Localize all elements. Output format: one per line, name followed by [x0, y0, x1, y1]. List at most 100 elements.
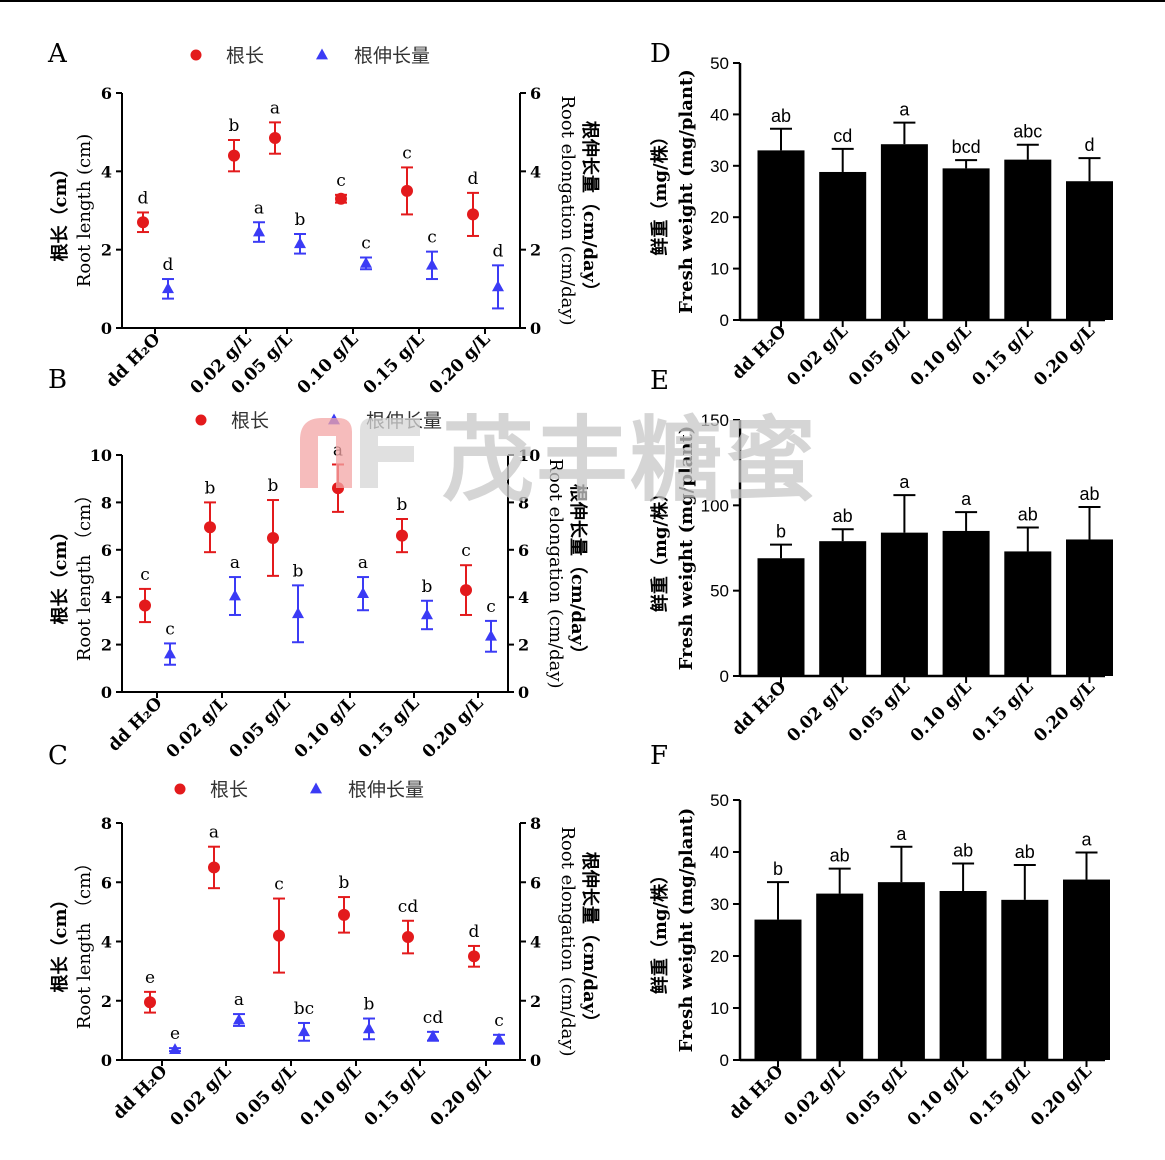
- data-point-root-length: [460, 584, 472, 597]
- category-label-3: 0.10 g/L: [904, 1061, 973, 1130]
- significance-letter: e: [170, 1024, 180, 1044]
- y2-axis-title-cn: 根伸长量（cm/day）: [579, 852, 601, 1031]
- category-label-3: 0.10 g/L: [294, 329, 363, 398]
- data-point-root-length: [137, 216, 149, 229]
- significance-letter: e: [145, 968, 155, 988]
- category-label-2: 0.05 g/L: [842, 1061, 911, 1130]
- significance-letter: a: [899, 472, 910, 492]
- significance-letter: c: [494, 1011, 504, 1031]
- significance-letter: b: [773, 859, 783, 879]
- bar: [880, 144, 928, 320]
- legend-marker-root-length: [190, 49, 202, 61]
- y-tick-label: 50: [710, 582, 729, 601]
- data-point-root-length: [273, 929, 285, 942]
- data-point-root-elongation: [162, 282, 174, 294]
- significance-letter: c: [361, 234, 371, 254]
- right-y-tick-label: 8: [530, 814, 541, 833]
- data-point-root-elongation: [363, 1022, 375, 1034]
- panel-D: D 0 10 20 30 40 50 鲜重（mg/株） Fresh weight (mg/pla…: [649, 39, 1113, 390]
- panel-label-F: F: [650, 741, 668, 771]
- category-label-0: dd H₂O: [728, 321, 790, 383]
- significance-letter: a: [209, 823, 219, 843]
- watermark: 茂丰糖蜜: [300, 410, 816, 512]
- top-border-line: [0, 0, 1165, 2]
- panel-label-E: E: [650, 366, 669, 396]
- bar: [1066, 181, 1113, 320]
- left-y-tick-label: 6: [101, 873, 112, 892]
- category-label-3: 0.10 g/L: [297, 1061, 366, 1130]
- legend-label-root-elongation: 根伸长量: [348, 779, 424, 801]
- data-point-root-length: [267, 531, 279, 544]
- significance-letter: a: [270, 98, 280, 118]
- bar: [942, 530, 990, 676]
- data-point-root-length: [269, 132, 281, 145]
- category-label-1: 0.02 g/L: [783, 321, 852, 390]
- category-label-3: 0.10 g/L: [291, 693, 360, 762]
- y-tick-label: 50: [710, 791, 729, 810]
- bar: [1001, 899, 1049, 1060]
- y-axis-title-en: Fresh weight (mg/plant): [676, 426, 697, 671]
- bar: [1063, 879, 1110, 1060]
- category-label-2: 0.05 g/L: [845, 677, 914, 746]
- data-point-root-length: [467, 208, 479, 221]
- y-tick-label: 40: [710, 843, 729, 862]
- bar: [816, 893, 864, 1060]
- significance-letter: cd: [833, 126, 852, 146]
- significance-letter: a: [230, 553, 240, 573]
- significance-letter: cd: [398, 897, 419, 917]
- left-y-tick-label: 0: [101, 683, 112, 702]
- panel-label-B: B: [48, 365, 67, 395]
- y2-axis-title-cn: 根伸长量（cm/day）: [567, 484, 589, 663]
- left-y-tick-label: 8: [101, 814, 112, 833]
- y-tick-label: 10: [710, 260, 729, 279]
- data-point-root-elongation: [298, 1025, 310, 1037]
- y-axis-title-cn: 鲜重（mg/株）: [649, 866, 671, 994]
- data-point-root-elongation: [294, 237, 306, 249]
- right-y-tick-label: 6: [530, 84, 541, 103]
- panel-label-A: A: [47, 39, 68, 69]
- right-y-tick-label: 6: [530, 873, 541, 892]
- significance-letter: ab: [1018, 505, 1038, 525]
- data-point-root-elongation: [233, 1013, 245, 1025]
- significance-letter: abc: [1013, 122, 1042, 142]
- significance-letter: a: [899, 100, 910, 120]
- significance-letter: b: [229, 116, 240, 136]
- legend-marker-root-elongation: [310, 782, 322, 794]
- left-y-tick-label: 4: [101, 933, 112, 952]
- data-point-root-length: [335, 192, 347, 205]
- panel-label-C: C: [48, 741, 68, 771]
- y-tick-label: 50: [710, 54, 729, 73]
- bar: [757, 558, 805, 676]
- category-label-5: 0.20 g/L: [1027, 1061, 1096, 1130]
- y-axis-title-cn: 根长（cm）: [49, 890, 71, 992]
- left-y-tick-label: 4: [101, 588, 112, 607]
- category-label-1: 0.02 g/L: [783, 677, 852, 746]
- bar: [1004, 551, 1052, 676]
- significance-letter: d: [138, 188, 149, 208]
- significance-letter: a: [961, 489, 972, 509]
- significance-letter: c: [486, 597, 496, 617]
- significance-letter: a: [234, 990, 244, 1010]
- significance-letter: c: [427, 228, 437, 248]
- significance-letter: c: [461, 541, 471, 561]
- right-y-tick-label: 0: [530, 1051, 541, 1070]
- significance-letter: b: [268, 476, 279, 496]
- category-label-2: 0.05 g/L: [232, 1061, 301, 1130]
- y-tick-label: 30: [710, 157, 729, 176]
- y-tick-label: 30: [710, 895, 729, 914]
- data-point-root-length: [139, 599, 151, 612]
- y-axis-title-cn: 根长（cm）: [49, 159, 71, 261]
- right-y-tick-label: 4: [530, 162, 541, 181]
- bar: [819, 171, 867, 320]
- legend-label-root-length: 根长: [231, 410, 269, 432]
- data-point-root-elongation: [427, 1029, 439, 1041]
- category-label-5: 0.20 g/L: [426, 329, 495, 398]
- significance-letter: c: [140, 565, 150, 585]
- y2-axis-title-cn: 根伸长量（cm/day）: [579, 121, 601, 300]
- bar: [757, 150, 805, 320]
- significance-letter: a: [896, 824, 907, 844]
- category-label-1: 0.02 g/L: [167, 1061, 236, 1130]
- data-point-root-elongation: [253, 225, 265, 237]
